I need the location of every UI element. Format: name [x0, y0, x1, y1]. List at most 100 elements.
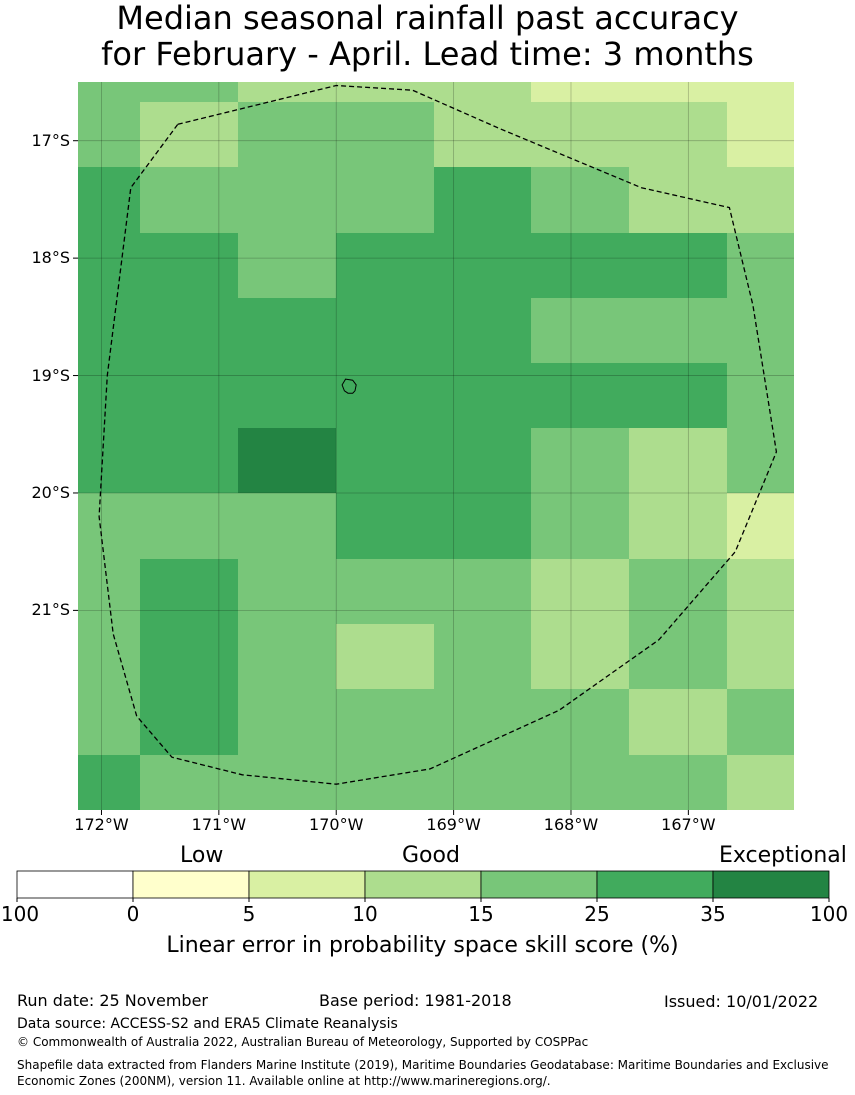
colorbar-label-good: Good: [402, 843, 460, 868]
grid-cell: [629, 363, 727, 428]
grid-cell: [238, 689, 336, 755]
graticule: [78, 82, 794, 810]
grid-cell: [727, 755, 794, 810]
grid-cell: [238, 624, 336, 689]
lat-tick-label: 19°S: [31, 365, 70, 385]
grid-cell: [78, 102, 140, 167]
copyright: © Commonwealth of Australia 2022, Austra…: [17, 1035, 589, 1049]
grid-cell: [531, 167, 629, 233]
grid-cell: [140, 363, 238, 428]
grid-cell: [434, 82, 531, 102]
grid-cell: [629, 493, 727, 559]
grid-cell: [531, 559, 629, 624]
grid-cell: [238, 82, 336, 102]
colorbar-tick-label: 25: [584, 902, 610, 926]
grid-cell: [238, 298, 336, 363]
island-outline: [341, 378, 357, 394]
grid-cell: [140, 428, 238, 493]
grid-cell: [531, 233, 629, 298]
grid-cell: [78, 559, 140, 624]
grid-cell: [238, 233, 336, 298]
lat-tick-label: 17°S: [31, 130, 70, 150]
grid-cell: [336, 363, 434, 428]
lon-tick-label: 168°W: [543, 815, 599, 834]
grid-cell: [531, 689, 629, 755]
colorbar-label-exceptional: Exceptional: [719, 843, 847, 868]
grid-cell: [336, 82, 434, 102]
grid-cell: [238, 102, 336, 167]
grid-cell: [434, 559, 531, 624]
grid-cell: [238, 559, 336, 624]
grid-cell: [727, 82, 794, 102]
grid-cell: [434, 428, 531, 493]
grid-cell: [238, 493, 336, 559]
grid-cell: [629, 428, 727, 493]
grid-cell: [140, 102, 238, 167]
map-title-line-2: for February - April. Lead time: 3 month…: [101, 35, 754, 73]
grid-cell: [531, 82, 629, 102]
lat-tick-label: 20°S: [31, 482, 70, 502]
grid-cell: [78, 233, 140, 298]
grid-cell: [336, 102, 434, 167]
grid-cell: [727, 559, 794, 624]
grid-cell: [238, 428, 336, 493]
colorbar-segment: [248, 870, 366, 899]
colorbar-label-low: Low: [180, 843, 224, 868]
grid-cell: [140, 167, 238, 233]
grid-cell: [140, 298, 238, 363]
grid-cell: [629, 559, 727, 624]
colorbar-segment: [132, 870, 250, 899]
base-period: Base period: 1981-2018: [319, 991, 512, 1010]
grid-cell: [336, 755, 434, 810]
grid-cell: [140, 82, 238, 102]
grid-cell: [336, 689, 434, 755]
colorbar-tick-label: 100: [0, 902, 40, 926]
colorbar-segment: [16, 870, 134, 899]
grid-cell: [78, 755, 140, 810]
axis-ticks: [73, 140, 689, 815]
colorbar-tick-label: 35: [700, 902, 726, 926]
lat-tick-label: 18°S: [31, 248, 70, 268]
grid-cell: [531, 102, 629, 167]
grid-cell: [727, 102, 794, 167]
grid-cell: [531, 755, 629, 810]
colorbar-axis-label: Linear error in probability space skill …: [166, 933, 679, 958]
grid-cell: [336, 428, 434, 493]
lon-tick-label: 170°W: [309, 815, 364, 834]
grid-cell: [78, 167, 140, 233]
grid-cell: [531, 493, 629, 559]
grid-cell: [531, 363, 629, 428]
grid-cell: [140, 493, 238, 559]
lon-tick-label: 167°W: [661, 815, 716, 834]
grid-cell: [238, 363, 336, 428]
grid-cell: [531, 624, 629, 689]
grid-cell: [140, 689, 238, 755]
run-date: Run date: 25 November: [17, 991, 208, 1010]
colorbar-tick-label: 100: [809, 902, 849, 926]
colorbar-segment: [596, 870, 714, 899]
lon-tick-label: 169°W: [426, 815, 481, 834]
grid-cell: [78, 363, 140, 428]
grid-cell: [629, 689, 727, 755]
skill-grid: [78, 82, 794, 810]
grid-cell: [336, 493, 434, 559]
grid-cell: [727, 493, 794, 559]
lon-tick-label: 171°W: [191, 815, 247, 834]
grid-cell: [629, 755, 727, 810]
colorbar-tick-label: 10: [352, 902, 378, 926]
grid-cell: [434, 233, 531, 298]
map-title-line-1: Median seasonal rainfall past accuracy: [116, 0, 739, 37]
grid-cell: [78, 689, 140, 755]
colorbar: [16, 870, 830, 902]
grid-cell: [629, 102, 727, 167]
grid-cell: [336, 559, 434, 624]
grid-cell: [434, 167, 531, 233]
eez-boundary: [98, 84, 778, 785]
grid-cell: [629, 167, 727, 233]
grid-cell: [238, 167, 336, 233]
grid-cell: [78, 82, 140, 102]
grid-cell: [336, 233, 434, 298]
grid-cell: [336, 298, 434, 363]
grid-cell: [78, 493, 140, 559]
